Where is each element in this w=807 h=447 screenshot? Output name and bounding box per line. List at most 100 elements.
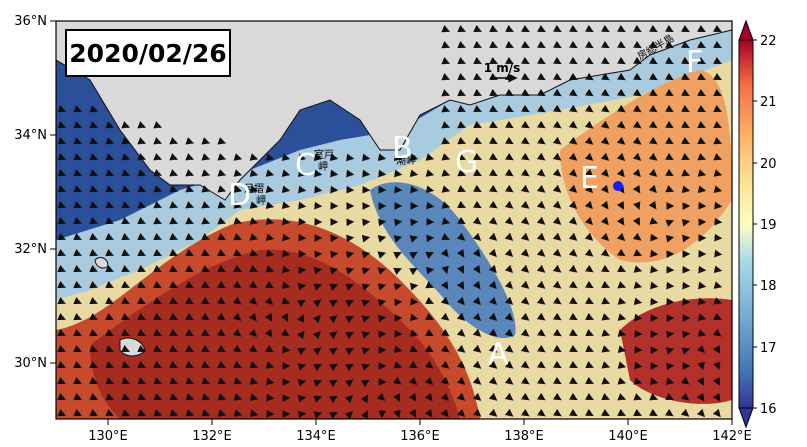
current-arrow: [649, 393, 659, 401]
current-arrow: [473, 72, 482, 80]
current-arrow: [648, 168, 658, 177]
current-arrow: [665, 104, 674, 113]
current-arrow: [169, 248, 178, 256]
current-arrow: [681, 40, 690, 49]
current-arrow: [297, 363, 307, 371]
current-arrow: [697, 329, 707, 337]
current-arrow: [89, 328, 98, 337]
current-arrow: [696, 408, 705, 418]
current-arrow: [410, 297, 419, 306]
current-arrow: [456, 408, 466, 417]
current-arrow: [650, 233, 659, 242]
current-arrow: [488, 344, 498, 353]
current-arrow: [105, 201, 114, 209]
current-arrow: [472, 344, 482, 353]
current-arrow: [537, 72, 546, 81]
current-arrow: [297, 169, 307, 178]
current-arrow: [73, 105, 82, 113]
current-arrow: [714, 249, 723, 258]
current-arrow: [233, 153, 243, 161]
current-arrow: [712, 345, 721, 354]
current-arrow: [121, 169, 130, 177]
current-arrow: [569, 72, 578, 81]
current-arrow: [536, 296, 546, 305]
current-arrow: [169, 217, 178, 225]
current-arrow: [265, 153, 275, 161]
current-arrow: [425, 169, 435, 177]
current-arrow: [552, 264, 562, 273]
current-arrow: [314, 250, 323, 259]
current-arrow: [281, 297, 291, 305]
current-arrow: [536, 264, 546, 273]
current-arrow: [392, 393, 400, 402]
current-arrow: [633, 249, 642, 257]
current-arrow: [505, 24, 514, 32]
current-arrow: [553, 88, 562, 97]
current-arrow: [233, 233, 243, 241]
current-arrow: [568, 184, 578, 193]
current-arrow: [297, 394, 307, 403]
current-arrow: [57, 169, 66, 177]
current-arrow: [57, 248, 66, 257]
current-arrow: [520, 168, 530, 177]
current-arrow: [345, 250, 355, 259]
current-arrow: [504, 312, 514, 321]
current-arrow: [265, 185, 275, 193]
current-arrow: [617, 345, 627, 353]
current-arrow: [552, 232, 562, 241]
current-arrow: [472, 264, 481, 274]
current-arrow: [201, 232, 210, 241]
warm-eddy-southeast: [620, 298, 732, 404]
current-arrow: [121, 393, 130, 401]
current-arrow: [601, 392, 610, 401]
current-arrow: [169, 409, 179, 417]
current-arrow: [665, 24, 674, 33]
current-arrow: [137, 360, 146, 368]
current-arrow: [681, 152, 690, 160]
current-arrow: [584, 216, 594, 226]
lon-tick: 134°E: [296, 429, 336, 444]
current-arrow: [536, 328, 546, 337]
current-arrow: [121, 328, 130, 336]
current-arrow: [601, 297, 610, 305]
map-frame: [55, 20, 733, 420]
current-arrow: [441, 265, 449, 275]
current-arrow: [633, 377, 643, 385]
current-arrow: [441, 25, 450, 33]
current-arrow: [424, 392, 433, 402]
current-arrow: [680, 408, 690, 417]
current-arrow: [552, 200, 562, 209]
current-arrow: [441, 57, 450, 65]
current-arrow: [681, 72, 690, 81]
current-arrow: [601, 313, 611, 321]
point-label-c: C: [295, 148, 316, 183]
current-arrow: [265, 361, 275, 369]
colorbar-bar: [738, 39, 754, 409]
current-arrow: [153, 217, 162, 225]
current-arrow: [137, 376, 146, 385]
current-arrow: [633, 56, 642, 65]
current-arrow: [456, 360, 466, 369]
current-arrow: [536, 152, 546, 161]
current-arrow: [649, 72, 658, 81]
current-arrow: [441, 201, 451, 209]
current-arrow: [665, 330, 675, 339]
current-arrow: [489, 88, 498, 96]
point-label-e: E: [580, 161, 599, 196]
current-arrow: [408, 392, 417, 402]
colorbar-bottom-extend: [738, 407, 754, 429]
current-arrow: [217, 233, 226, 241]
current-arrow: [249, 377, 259, 385]
colorbar-tick: 20: [760, 157, 777, 172]
current-arrow: [360, 379, 370, 388]
current-arrow: [425, 251, 434, 260]
current-arrow: [634, 313, 643, 322]
current-arrow: [617, 72, 626, 81]
current-arrow: [89, 264, 98, 273]
current-arrow: [217, 344, 226, 353]
lon-tick: 132°E: [192, 429, 232, 444]
current-arrow: [266, 409, 275, 418]
current-arrow: [137, 216, 146, 225]
current-arrow: [89, 153, 98, 161]
current-arrow: [681, 169, 691, 177]
